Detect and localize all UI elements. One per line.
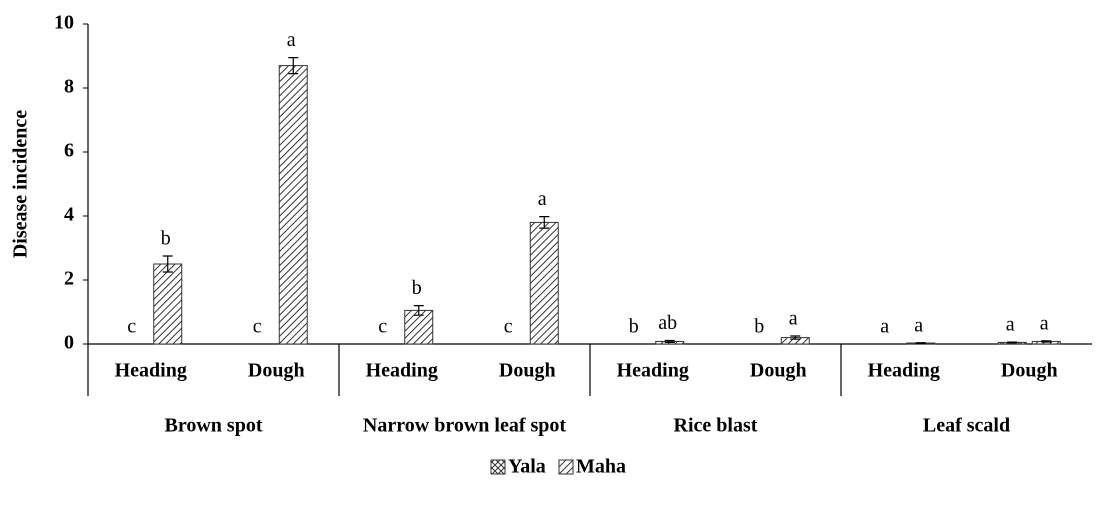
significance-letter: a [914,314,923,336]
bar [278,65,308,345]
significance-letter: a [538,188,547,210]
error-bar [790,335,801,340]
group-label: Leaf scald [923,415,1010,437]
legend-swatch [558,459,574,475]
legend-label: Maha [576,456,626,478]
group-label: Brown spot [165,415,263,437]
significance-letter: c [378,316,387,338]
significance-letter: a [1040,312,1049,334]
error-bar [1041,340,1052,343]
y-tick-label: 8 [64,76,74,98]
error-bar [413,305,424,316]
significance-letter: b [412,277,422,299]
error-bar [664,339,675,343]
significance-letter: ab [658,312,677,334]
x-tick-label: Dough [750,360,807,382]
significance-letter: a [1006,314,1015,336]
significance-letter: b [754,316,764,338]
significance-letter: c [253,316,262,338]
significance-letter: b [629,316,639,338]
error-bar [1007,341,1018,344]
group-label: Narrow brown leaf spot [363,415,566,437]
significance-letter: a [880,316,889,338]
error-bar [162,255,173,273]
y-tick-label: 0 [64,332,74,354]
significance-letter: c [504,316,513,338]
x-tick-label: Heading [366,360,438,382]
bar [153,263,183,345]
y-tick-label: 2 [64,268,74,290]
x-tick-label: Dough [499,360,556,382]
y-axis-label: Disease incidence [10,110,32,258]
bar [529,221,559,345]
error-bar [915,342,926,344]
y-tick-label: 4 [64,204,74,226]
y-tick-label: 6 [64,140,74,162]
significance-letter: a [789,308,798,330]
x-tick-label: Heading [868,360,940,382]
bar [404,309,434,345]
y-tick-label: 10 [54,12,74,34]
x-tick-label: Heading [617,360,689,382]
legend-label: Yala [508,456,546,478]
x-tick-label: Heading [115,360,187,382]
legend-swatch [490,459,506,475]
significance-letter: a [287,29,296,51]
x-tick-label: Dough [1001,360,1058,382]
error-bar [539,216,550,229]
x-tick-label: Dough [248,360,305,382]
error-bar [288,57,299,75]
group-label: Rice blast [674,415,758,437]
significance-letter: b [161,228,171,250]
significance-letter: c [127,316,136,338]
